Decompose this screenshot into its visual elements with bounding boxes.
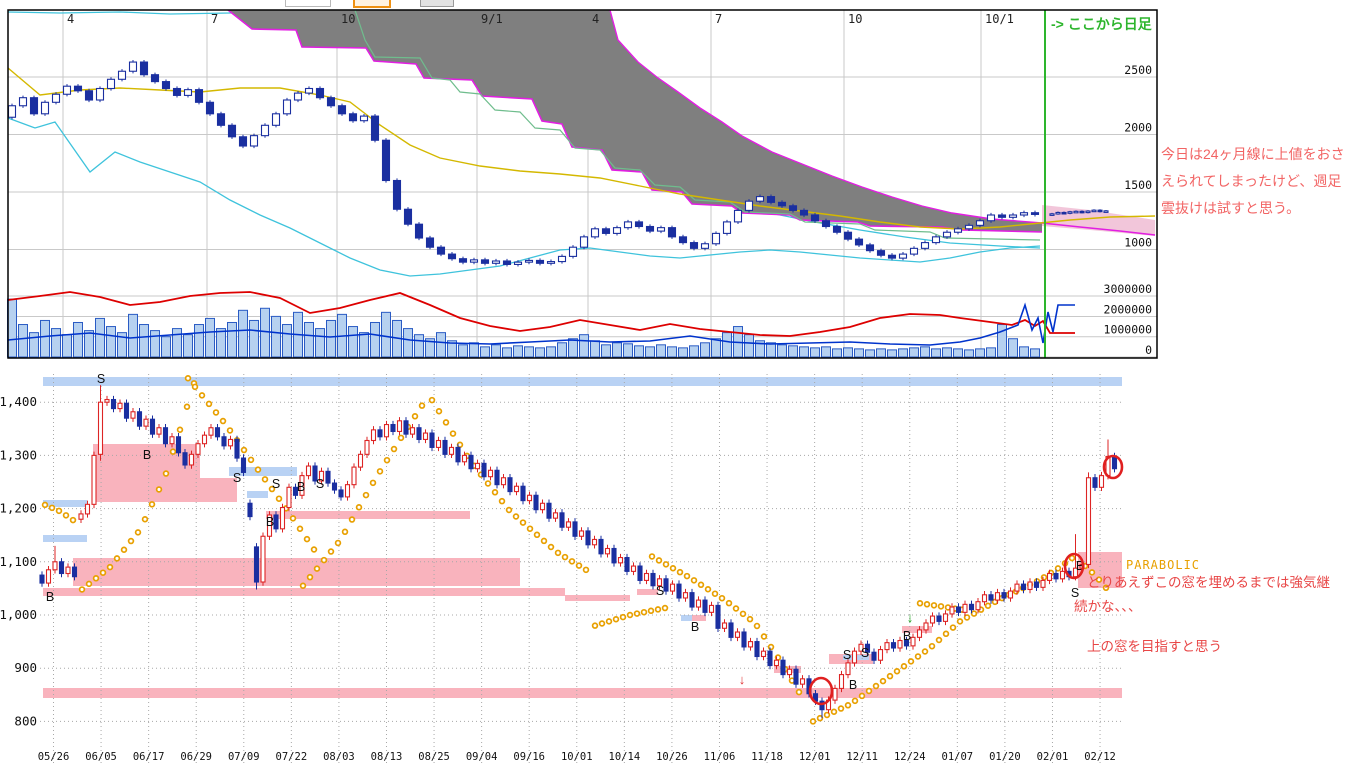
toolbar-button-white[interactable] bbox=[285, 0, 331, 7]
svg-text:↓: ↓ bbox=[907, 610, 914, 625]
svg-text:2000: 2000 bbox=[1124, 121, 1152, 135]
svg-text:1,400: 1,400 bbox=[0, 394, 37, 409]
svg-text:10/1: 10/1 bbox=[985, 12, 1014, 26]
svg-text:S: S bbox=[861, 646, 869, 660]
svg-text:2000000: 2000000 bbox=[1104, 303, 1153, 317]
svg-text:12/24: 12/24 bbox=[894, 751, 926, 763]
svg-text:2500: 2500 bbox=[1124, 63, 1152, 77]
svg-text:07/09: 07/09 bbox=[228, 751, 260, 763]
svg-text:3000000: 3000000 bbox=[1104, 282, 1153, 296]
svg-text:B: B bbox=[143, 448, 151, 462]
svg-text:S: S bbox=[843, 648, 851, 662]
svg-text:800: 800 bbox=[14, 713, 37, 728]
svg-text:B: B bbox=[46, 590, 54, 604]
svg-text:B: B bbox=[903, 629, 911, 643]
svg-text:B: B bbox=[297, 480, 305, 494]
svg-text:10/14: 10/14 bbox=[609, 751, 641, 763]
toolbar-button-orange[interactable] bbox=[353, 0, 391, 8]
svg-text:11/18: 11/18 bbox=[751, 751, 783, 763]
svg-text:02/01: 02/01 bbox=[1037, 751, 1069, 763]
svg-text:10: 10 bbox=[848, 12, 862, 26]
svg-text:10: 10 bbox=[341, 12, 355, 26]
svg-text:9/1: 9/1 bbox=[481, 12, 503, 26]
svg-text:08/25: 08/25 bbox=[418, 751, 450, 763]
svg-text:0: 0 bbox=[1145, 343, 1152, 357]
svg-text:1,100: 1,100 bbox=[0, 554, 37, 569]
svg-text:B: B bbox=[849, 678, 857, 692]
svg-text:B: B bbox=[266, 515, 274, 529]
svg-text:S: S bbox=[316, 477, 324, 491]
svg-text:11/06: 11/06 bbox=[704, 751, 736, 763]
svg-text:4: 4 bbox=[592, 12, 599, 26]
toolbar-button-gray[interactable] bbox=[420, 0, 454, 7]
svg-text:12/01: 12/01 bbox=[799, 751, 831, 763]
svg-text:06/17: 06/17 bbox=[133, 751, 165, 763]
svg-text:09/16: 09/16 bbox=[513, 751, 545, 763]
svg-text:1000000: 1000000 bbox=[1104, 323, 1153, 337]
svg-text:07/22: 07/22 bbox=[276, 751, 308, 763]
svg-text:7: 7 bbox=[715, 12, 722, 26]
svg-text:↓: ↓ bbox=[739, 672, 746, 687]
svg-text:S: S bbox=[656, 584, 664, 598]
svg-text:1,200: 1,200 bbox=[0, 501, 37, 516]
svg-text:7: 7 bbox=[211, 12, 218, 26]
svg-text:08/13: 08/13 bbox=[371, 751, 403, 763]
svg-text:1000: 1000 bbox=[1124, 236, 1152, 250]
svg-text:900: 900 bbox=[14, 660, 37, 675]
svg-text:12/11: 12/11 bbox=[846, 751, 878, 763]
svg-text:S: S bbox=[97, 372, 105, 386]
svg-text:B: B bbox=[691, 620, 699, 634]
svg-text:06/05: 06/05 bbox=[85, 751, 117, 763]
svg-text:06/29: 06/29 bbox=[180, 751, 212, 763]
svg-text:01/07: 01/07 bbox=[942, 751, 974, 763]
svg-text:09/04: 09/04 bbox=[466, 751, 498, 763]
svg-text:S: S bbox=[233, 471, 241, 485]
svg-text:4: 4 bbox=[67, 12, 74, 26]
svg-text:02/12: 02/12 bbox=[1084, 751, 1116, 763]
svg-text:05/26: 05/26 bbox=[38, 751, 70, 763]
svg-text:1500: 1500 bbox=[1124, 178, 1152, 192]
svg-text:S: S bbox=[1071, 586, 1079, 600]
svg-text:S: S bbox=[272, 477, 280, 491]
svg-text:1,000: 1,000 bbox=[0, 607, 37, 622]
svg-text:10/01: 10/01 bbox=[561, 751, 593, 763]
svg-text:B: B bbox=[1076, 559, 1084, 573]
svg-text:01/20: 01/20 bbox=[989, 751, 1021, 763]
svg-text:1,300: 1,300 bbox=[0, 447, 37, 462]
svg-text:08/03: 08/03 bbox=[323, 751, 355, 763]
svg-text:10/26: 10/26 bbox=[656, 751, 688, 763]
